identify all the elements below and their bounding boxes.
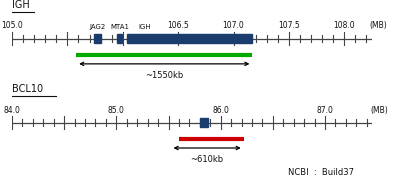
Text: 107.5: 107.5: [278, 21, 300, 30]
Bar: [127, 34, 252, 43]
Text: BCL10: BCL10: [12, 84, 43, 94]
Text: 107.0: 107.0: [223, 21, 244, 30]
Bar: [117, 34, 122, 43]
Text: IGH: IGH: [12, 0, 30, 10]
Text: 86.0: 86.0: [212, 106, 229, 115]
Text: 105.0: 105.0: [1, 21, 23, 30]
Text: MTA1: MTA1: [110, 25, 129, 30]
Text: 85.0: 85.0: [108, 106, 125, 115]
Bar: [200, 118, 208, 127]
Text: IGH: IGH: [139, 25, 151, 30]
Text: (MB): (MB): [370, 106, 388, 115]
Text: 108.0: 108.0: [334, 21, 355, 30]
Text: 84.0: 84.0: [4, 106, 20, 115]
Text: JAG2: JAG2: [89, 25, 106, 30]
Bar: [94, 34, 101, 43]
Text: 87.0: 87.0: [317, 106, 334, 115]
Text: ~610kb: ~610kb: [190, 155, 224, 164]
Text: NCBI  :  Build37: NCBI : Build37: [288, 168, 354, 177]
Text: ~1550kb: ~1550kb: [145, 71, 183, 80]
Text: (MB): (MB): [370, 21, 388, 30]
Text: 106.5: 106.5: [167, 21, 189, 30]
